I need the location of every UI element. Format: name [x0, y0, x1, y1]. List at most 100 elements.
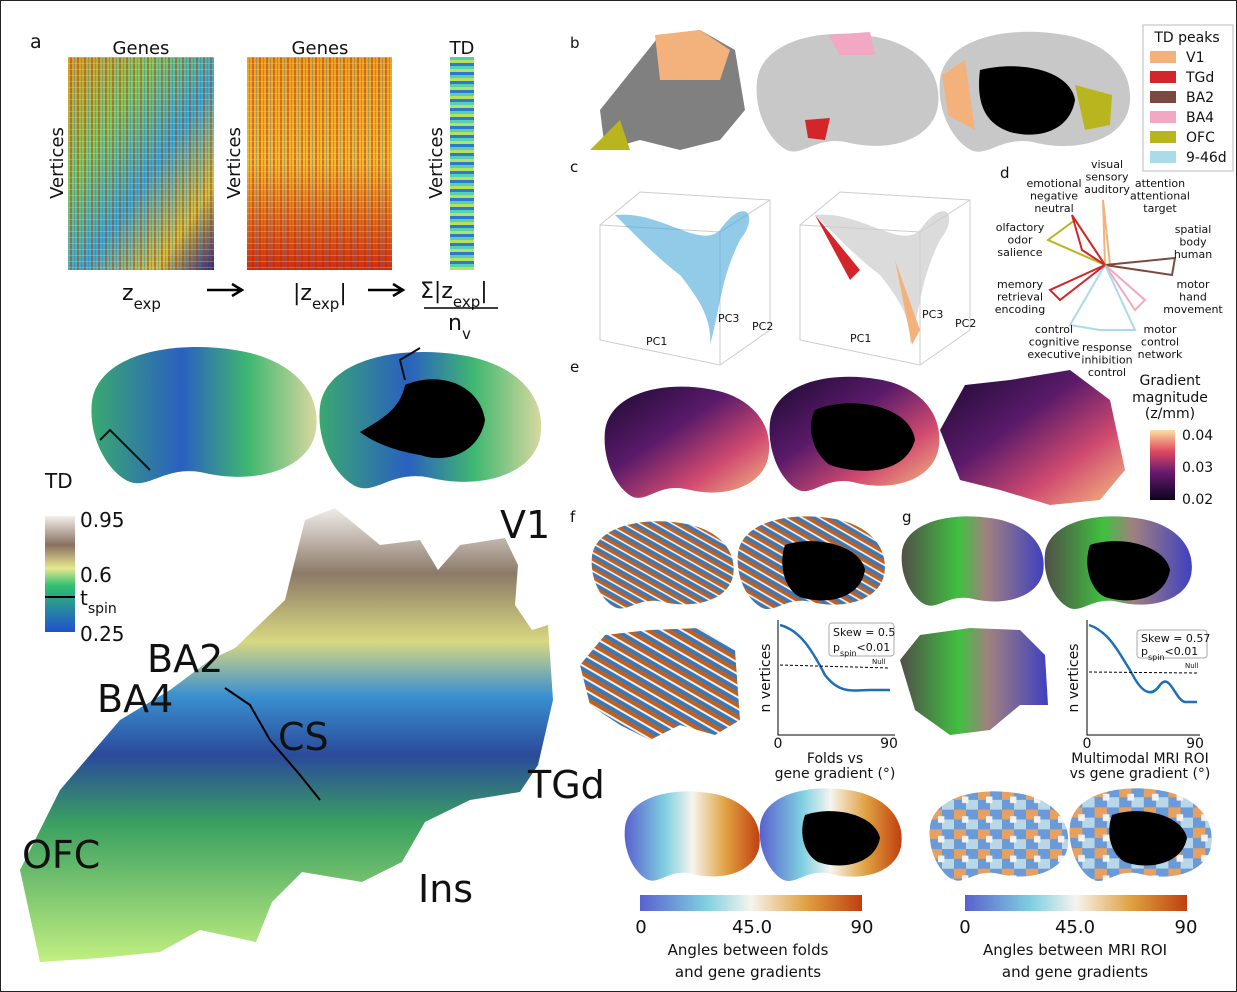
legend-swatch — [1150, 151, 1176, 163]
colorbar-tick: 45.0 — [1055, 917, 1095, 938]
colorbar-tick: 0.6 — [80, 563, 112, 587]
axis-label: PC3 — [922, 308, 943, 321]
y-axis-label: n vertices — [1066, 644, 1082, 713]
colorbar-tick: 45.0 — [732, 917, 772, 938]
colorbar-label: and gene gradients — [675, 963, 821, 981]
brain-lateral — [930, 791, 1069, 880]
peak-region — [655, 30, 730, 80]
formula-base: z — [122, 281, 134, 306]
stats-sub: spin — [1148, 653, 1165, 662]
stats-base: <0.01 — [1165, 645, 1199, 658]
region-label: OFC — [22, 833, 100, 877]
radar-line — [1105, 258, 1175, 275]
axis-label: PC1 — [850, 332, 871, 345]
colorbar-label: Angles between folds — [668, 941, 829, 959]
radar-label: human — [1174, 248, 1212, 261]
axis-label: PC1 — [646, 335, 667, 348]
colorbar-threshold: tspin — [80, 586, 117, 617]
arrow — [207, 284, 242, 296]
stats-text: Skew = 0.57 — [1141, 632, 1210, 645]
colorbar-tick: 0.95 — [80, 508, 125, 532]
colorbar-tick: 0 — [635, 917, 646, 938]
formula-sub: exp — [134, 295, 161, 313]
row-label: Vertices — [47, 127, 68, 199]
stats-base: <0.01 — [857, 641, 891, 654]
formula-base: |z — [293, 281, 312, 306]
formula-base: | — [480, 279, 487, 304]
stats-base: p — [833, 641, 840, 654]
colorbar — [965, 895, 1187, 911]
flatmap-small — [580, 628, 740, 740]
region-label: BA4 — [97, 677, 173, 721]
formula: |zexp| — [293, 281, 347, 313]
legend-label: 9-46d — [1186, 150, 1227, 166]
legend-label: BA2 — [1186, 90, 1214, 106]
column-title: Genes — [292, 38, 349, 59]
region-label: BA2 — [147, 637, 223, 681]
formula: Σ|zexp| — [420, 279, 488, 311]
colorbar-tick: 0.02 — [1182, 492, 1213, 508]
threshold-sub: spin — [88, 601, 117, 617]
panel-label: c — [570, 158, 578, 176]
colorbar-label: Angles between MRI ROI — [983, 941, 1167, 959]
region-label: TGd — [527, 763, 605, 807]
legend-label: TGd — [1185, 70, 1214, 86]
radar-label: salience — [997, 246, 1042, 259]
radar-label: body — [1179, 236, 1207, 249]
radar-line — [1105, 265, 1145, 310]
brain-lateral — [605, 387, 770, 498]
legend-label: V1 — [1186, 50, 1204, 66]
radar-label: spatial — [1175, 223, 1212, 236]
colorbar-title: (z/mm) — [1145, 406, 1195, 422]
colorbar-label: and gene gradients — [1002, 963, 1148, 981]
colorbar-tick: 0 — [959, 917, 970, 938]
radar-label: motor — [1176, 278, 1209, 291]
colorbar-title: Gradient — [1140, 373, 1201, 389]
panel-label: e — [570, 358, 579, 376]
panel-label: f — [570, 508, 576, 526]
formula: nv — [448, 311, 471, 343]
panel-label: d — [1000, 164, 1010, 182]
formula-base: | — [339, 281, 346, 306]
brain-lateral — [91, 347, 316, 483]
td-bar — [450, 57, 474, 270]
radar-label: attention — [1135, 177, 1185, 190]
radar-label: executive — [1027, 348, 1080, 361]
brain-lateral — [592, 521, 734, 608]
radar-label: control — [1088, 366, 1126, 379]
radar-label: target — [1143, 202, 1177, 215]
figure: a Genes Genes TD Vertices Vertices Verti… — [0, 0, 1237, 992]
region-label: V1 — [500, 503, 550, 547]
row-label: Vertices — [224, 127, 245, 199]
axis-label: PC3 — [718, 312, 739, 325]
region-label: CS — [278, 715, 329, 759]
legend-swatch — [1150, 111, 1176, 123]
region-label: Ins — [418, 867, 473, 911]
legend-swatch — [1150, 71, 1176, 83]
radar-label: encoding — [995, 303, 1046, 316]
colorbar-title: TD — [44, 469, 73, 493]
formula-base: n — [448, 311, 462, 336]
legend-swatch — [1150, 91, 1176, 103]
radar-label: visual — [1091, 158, 1123, 171]
x-tick-label: 90 — [1186, 736, 1204, 752]
null-label: Null — [1185, 662, 1199, 670]
gene-cloud — [815, 211, 949, 345]
radar-label: hand — [1179, 291, 1207, 304]
radar-label: emotional — [1026, 177, 1081, 190]
axis-label: PC2 — [752, 320, 773, 333]
legend-swatch — [1150, 131, 1176, 143]
x-axis-label: vs gene gradient (°) — [1070, 766, 1211, 782]
radar-label: inhibition — [1081, 354, 1132, 367]
radar — [1048, 200, 1175, 330]
colorbar — [640, 895, 862, 911]
x-axis-label: Multimodal MRI ROI — [1071, 751, 1209, 767]
radar-label: movement — [1163, 303, 1223, 316]
legend-label: BA4 — [1186, 110, 1214, 126]
panel-label: g — [902, 508, 912, 526]
brain-lateral — [625, 791, 760, 880]
radar-label: cognitive — [1029, 336, 1080, 349]
colorbar-title: magnitude — [1132, 390, 1208, 406]
x-tick-label: 0 — [774, 736, 783, 752]
radar-label: odor — [1008, 234, 1033, 247]
